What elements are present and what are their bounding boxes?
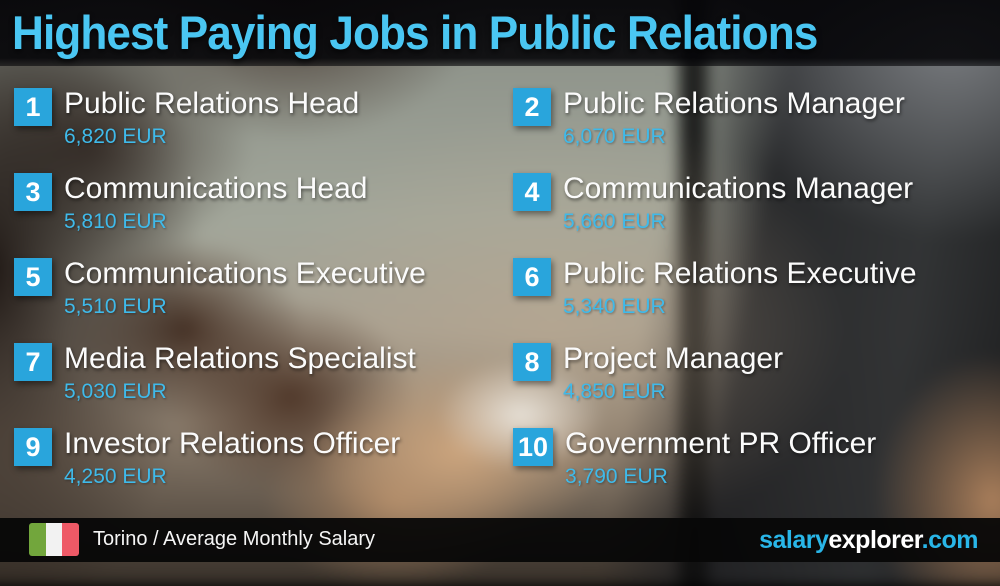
rank-badge: 1 bbox=[14, 88, 52, 126]
job-item: 5 Communications Executive 5,510 EUR bbox=[0, 256, 499, 341]
job-item: 4 Communications Manager 5,660 EUR bbox=[499, 171, 1000, 256]
job-title: Media Relations Specialist bbox=[64, 342, 416, 375]
job-text: Communications Executive 5,510 EUR bbox=[64, 256, 426, 320]
job-salary: 5,340 EUR bbox=[563, 295, 666, 318]
rank-badge: 10 bbox=[513, 428, 554, 466]
flag-red-stripe bbox=[62, 523, 79, 556]
brand-explorer: explorer bbox=[828, 526, 922, 554]
flag-white-stripe bbox=[45, 523, 63, 556]
job-title: Communications Head bbox=[64, 172, 368, 205]
job-item: 6 Public Relations Executive 5,340 EUR bbox=[499, 256, 1000, 341]
jobs-grid: 1 Public Relations Head 6,820 EUR 2 Publ… bbox=[0, 86, 1000, 511]
job-text: Project Manager 4,850 EUR bbox=[563, 341, 783, 405]
job-item: 8 Project Manager 4,850 EUR bbox=[499, 341, 1000, 426]
job-salary: 5,810 EUR bbox=[64, 210, 167, 233]
italy-flag-icon bbox=[29, 523, 79, 556]
job-text: Public Relations Head 6,820 EUR bbox=[64, 86, 359, 150]
job-salary: 6,820 EUR bbox=[64, 125, 167, 148]
salaryexplorer-brand-link[interactable]: salaryexplorer.com bbox=[759, 526, 978, 555]
job-title: Project Manager bbox=[563, 342, 784, 375]
job-salary: 5,030 EUR bbox=[64, 380, 167, 403]
job-text: Investor Relations Officer 4,250 EUR bbox=[64, 426, 400, 490]
rank-badge: 6 bbox=[513, 258, 551, 296]
job-item: 2 Public Relations Manager 6,070 EUR bbox=[499, 86, 1000, 171]
page-title: Highest Paying Jobs in Public Relations bbox=[12, 6, 818, 59]
brand-tld: .com bbox=[921, 526, 979, 554]
job-text: Public Relations Executive 5,340 EUR bbox=[563, 256, 917, 320]
rank-badge: 4 bbox=[513, 173, 551, 211]
job-title: Investor Relations Officer bbox=[64, 427, 401, 460]
job-item: 3 Communications Head 5,810 EUR bbox=[0, 171, 499, 256]
rank-badge: 7 bbox=[14, 343, 52, 381]
job-item: 9 Investor Relations Officer 4,250 EUR bbox=[0, 426, 499, 511]
job-salary: 6,070 EUR bbox=[563, 125, 666, 148]
rank-badge: 5 bbox=[14, 258, 52, 296]
job-title: Communications Manager bbox=[563, 172, 914, 205]
job-salary: 4,250 EUR bbox=[64, 465, 167, 488]
job-salary: 5,660 EUR bbox=[563, 210, 666, 233]
rank-badge: 2 bbox=[513, 88, 551, 126]
job-salary: 4,850 EUR bbox=[563, 380, 666, 403]
job-text: Government PR Officer 3,790 EUR bbox=[565, 426, 876, 490]
footer-bar: Torino / Average Monthly Salary salaryex… bbox=[0, 518, 1000, 562]
job-salary: 5,510 EUR bbox=[64, 295, 167, 318]
job-title: Government PR Officer bbox=[565, 427, 877, 460]
job-text: Communications Manager 5,660 EUR bbox=[563, 171, 913, 235]
job-title: Public Relations Head bbox=[64, 87, 360, 120]
job-text: Communications Head 5,810 EUR bbox=[64, 171, 367, 235]
flag-green-stripe bbox=[29, 523, 46, 556]
job-salary: 3,790 EUR bbox=[565, 465, 668, 488]
job-title: Public Relations Executive bbox=[563, 257, 917, 290]
location-caption: Torino / Average Monthly Salary bbox=[93, 528, 376, 550]
job-item: 1 Public Relations Head 6,820 EUR bbox=[0, 86, 499, 171]
job-item: 10 Government PR Officer 3,790 EUR bbox=[499, 426, 1000, 511]
job-item: 7 Media Relations Specialist 5,030 EUR bbox=[0, 341, 499, 426]
job-title: Public Relations Manager bbox=[563, 87, 905, 120]
brand-salary: salary bbox=[759, 526, 829, 554]
rank-badge: 8 bbox=[513, 343, 551, 381]
job-title: Communications Executive bbox=[64, 257, 426, 290]
job-text: Media Relations Specialist 5,030 EUR bbox=[64, 341, 416, 405]
rank-badge: 3 bbox=[14, 173, 52, 211]
title-band: Highest Paying Jobs in Public Relations bbox=[0, 0, 1000, 66]
job-text: Public Relations Manager 6,070 EUR bbox=[563, 86, 905, 150]
rank-badge: 9 bbox=[14, 428, 52, 466]
